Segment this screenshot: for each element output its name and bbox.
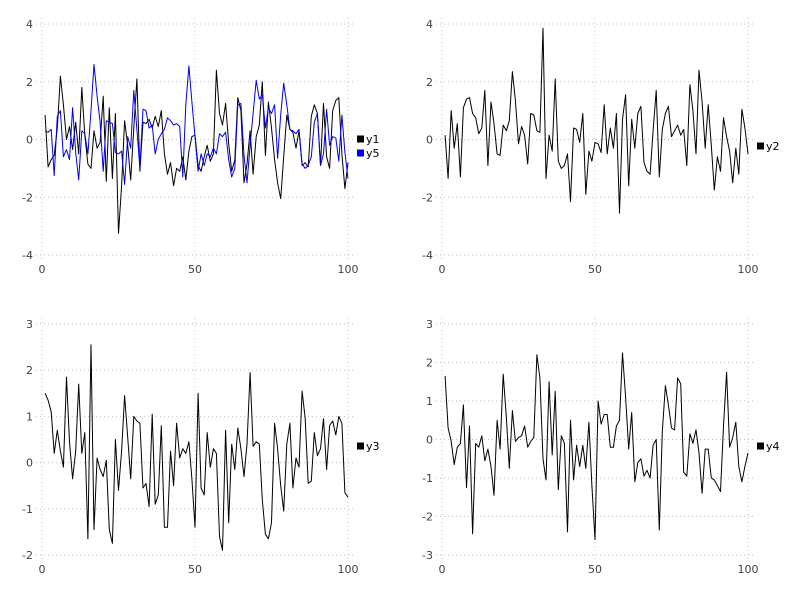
series-line-y3 xyxy=(44,344,349,551)
x-tick-label: 0 xyxy=(39,563,46,576)
y-tick-label: -3 xyxy=(422,549,433,562)
x-tick-label: 100 xyxy=(738,263,759,276)
x-tick-label: 0 xyxy=(439,263,446,276)
y-tick-label: -4 xyxy=(422,249,433,262)
y-tick-label: 4 xyxy=(426,18,433,31)
line-chart-y4: 0 50 100 -3 -2 -1 0 1 2 3 y4 xyxy=(422,318,780,576)
x-tick-label: 0 xyxy=(39,263,46,276)
x-tick-label: 50 xyxy=(188,263,202,276)
legend-label-y4: y4 xyxy=(766,440,780,453)
x-tick-label: 0 xyxy=(439,563,446,576)
x-tick-label: 100 xyxy=(338,563,359,576)
line-chart-y2: 0 50 100 -4 -2 0 2 4 y2 xyxy=(422,18,780,276)
y-tick-label: 3 xyxy=(26,318,33,331)
legend-swatch-y3 xyxy=(357,442,364,450)
legend-swatch-y4 xyxy=(757,442,764,450)
x-tick-label: 50 xyxy=(588,563,602,576)
y-tick-label: -1 xyxy=(422,472,433,485)
legend-swatch-y2 xyxy=(757,142,764,150)
legend-label-y5: y5 xyxy=(366,147,380,160)
y-tick-label: 1 xyxy=(26,410,33,423)
panel-y1-y5: 0 50 100 -4 -2 0 2 4 y1 y5 xyxy=(0,0,400,300)
y-tick-label: -1 xyxy=(22,503,33,516)
y-tick-label: -2 xyxy=(422,511,433,524)
legend-label-y1: y1 xyxy=(366,133,380,146)
x-tick-label: 100 xyxy=(338,263,359,276)
y-tick-label: 1 xyxy=(426,395,433,408)
x-tick-label: 100 xyxy=(738,563,759,576)
y-tick-label: -2 xyxy=(422,191,433,204)
series-line-y5 xyxy=(44,63,349,185)
x-tick-label: 50 xyxy=(588,263,602,276)
y-tick-label: 0 xyxy=(426,434,433,447)
y-tick-label: -2 xyxy=(22,191,33,204)
y-tick-label: -4 xyxy=(22,249,33,262)
x-tick-label: 50 xyxy=(188,563,202,576)
legend-swatch-y5 xyxy=(357,149,364,157)
y-tick-label: 2 xyxy=(26,364,33,377)
panel-y4: 0 50 100 -3 -2 -1 0 1 2 3 y4 xyxy=(400,300,800,600)
series-line-y4 xyxy=(444,352,749,541)
legend-swatch-y1 xyxy=(357,135,364,143)
y-tick-label: 3 xyxy=(426,318,433,331)
panel-y3: 0 50 100 -2 -1 0 1 2 3 y3 xyxy=(0,300,400,600)
y-tick-label: 0 xyxy=(26,134,33,147)
legend-label-y2: y2 xyxy=(766,140,780,153)
y-tick-label: 2 xyxy=(426,357,433,370)
line-chart-y3: 0 50 100 -2 -1 0 1 2 3 y3 xyxy=(22,318,380,576)
y-tick-label: 2 xyxy=(426,76,433,89)
y-tick-label: -2 xyxy=(22,549,33,562)
panel-y2: 0 50 100 -4 -2 0 2 4 y2 xyxy=(400,0,800,300)
y-tick-label: 2 xyxy=(26,76,33,89)
y-tick-label: 0 xyxy=(26,457,33,470)
series-line-y2 xyxy=(444,27,749,214)
y-tick-label: 4 xyxy=(26,18,33,31)
y-tick-label: 0 xyxy=(426,134,433,147)
legend-label-y3: y3 xyxy=(366,440,380,453)
